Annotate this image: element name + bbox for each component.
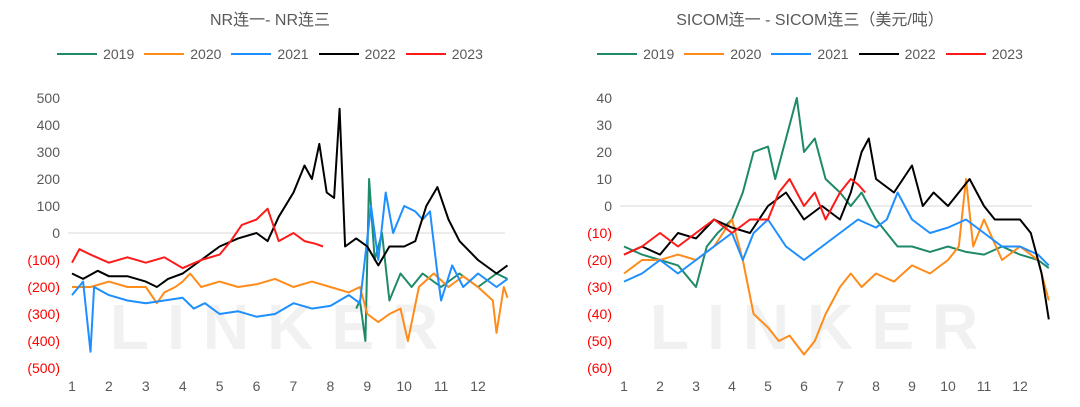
y-tick-label: (60) [587,360,612,376]
legend-swatch [597,53,638,55]
legend-swatch [945,53,986,55]
legend-item-2023: 2023 [405,46,483,62]
legend-swatch [57,53,98,55]
legend-label: 2020 [190,46,222,62]
x-tick-label: 2 [656,378,664,394]
x-tick-label: 10 [940,378,956,394]
watermark-logo: LINKER [650,291,997,363]
x-tick-label: 7 [836,378,844,394]
x-tick-label: 12 [1012,378,1028,394]
x-tick-label: 6 [800,378,808,394]
y-tick-label: (500) [27,360,60,376]
x-tick-label: 1 [68,378,76,394]
x-tick-label: 8 [326,378,334,394]
legend-label: 2019 [643,46,675,62]
x-tick-label: 9 [363,378,371,394]
legend-swatch [858,53,899,55]
y-tick-label: 20 [596,144,612,160]
y-tick-label: 10 [596,171,612,187]
x-tick-label: 1 [620,378,628,394]
nr-spread-chart: LINKER NR连一- NR连三 2019 2020 2021 2022 2023 5… [0,12,540,394]
series-line-2022 [71,107,509,288]
y-tick-label: 40 [596,90,612,106]
chart-legend: 2019 2020 2021 2022 2023 [540,46,1080,62]
x-tick-label: 6 [253,378,261,394]
legend-item-2019: 2019 [57,46,134,62]
y-tick-label: 0 [52,225,60,241]
chart-title: NR连一- NR连三 [210,12,330,29]
legend-label: 2019 [103,46,135,62]
y-tick-label: (40) [587,306,612,322]
x-tick-label: 3 [692,378,700,394]
sicom-spread-chart: LINKER SICOM连一 - SICOM连三（美元/吨） 2019 2020 2… [540,0,1080,407]
legend-label: 2020 [730,46,762,62]
x-tick-label: 11 [434,378,449,394]
chart-legend: 2019 2020 2021 2022 2023 [0,46,540,62]
y-tick-label: (30) [587,279,612,295]
y-tick-label: (10) [587,225,612,241]
legend-item-2023: 2023 [945,46,1023,62]
y-tick-label: (20) [587,252,612,268]
legend-label: 2021 [277,46,309,62]
watermark-logo: LINKER [110,291,457,363]
legend-swatch [684,53,725,55]
y-tick-label: (300) [27,306,60,322]
y-tick-label: 0 [604,198,612,214]
series-line-2021 [623,191,1050,283]
legend-swatch [318,53,359,55]
y-tick-label: 300 [37,144,61,160]
x-tick-label: 12 [470,378,486,394]
x-tick-label: 10 [396,378,412,394]
legend-label: 2022 [904,46,936,62]
series-line-2023 [623,178,866,256]
plot-area: 500 400 300 200 100 0 (100) (200) (300) (400) (500… [27,90,509,394]
legend-swatch [771,53,812,55]
legend-item-2021: 2021 [771,46,849,62]
x-tick-label: 3 [142,378,150,394]
legend-item-2019: 2019 [597,46,674,62]
y-tick-label: 30 [596,117,612,133]
x-tick-label: 4 [728,378,736,394]
x-tick-label: 5 [764,378,772,394]
legend-swatch [405,53,446,55]
x-tick-label: 2 [105,378,113,394]
y-tick-label: 500 [37,90,61,106]
y-tick-label: (200) [27,279,60,295]
legend-label: 2022 [364,46,396,62]
x-tick-label: 9 [908,378,916,394]
legend-label: 2023 [451,46,483,62]
legend-item-2021: 2021 [231,46,309,62]
legend-item-2020: 2020 [684,46,761,62]
y-tick-label: 100 [37,198,61,214]
y-tick-label: 200 [37,171,61,187]
x-tick-label: 7 [290,378,298,394]
x-tick-label: 11 [977,378,992,394]
x-tick-label: 4 [179,378,187,394]
series-line-2021 [71,191,509,353]
legend-item-2022: 2022 [858,46,936,62]
legend-label: 2021 [817,46,849,62]
legend-item-2020: 2020 [144,46,221,62]
legend-swatch [231,53,272,55]
chart-title: SICOM连一 - SICOM连三（美元/吨） [676,12,944,29]
legend-item-2022: 2022 [318,46,396,62]
x-tick-label: 8 [872,378,880,394]
series-line-2023 [71,207,324,270]
y-tick-label: 400 [37,117,61,133]
legend-swatch [144,53,185,55]
y-tick-label: (50) [587,333,612,349]
series-line-2019 [623,97,1050,288]
legend-label: 2023 [991,46,1023,62]
y-tick-label: (400) [27,333,60,349]
series-line-2020 [72,272,509,342]
y-tick-label: (100) [27,252,60,268]
x-tick-label: 5 [216,378,224,394]
